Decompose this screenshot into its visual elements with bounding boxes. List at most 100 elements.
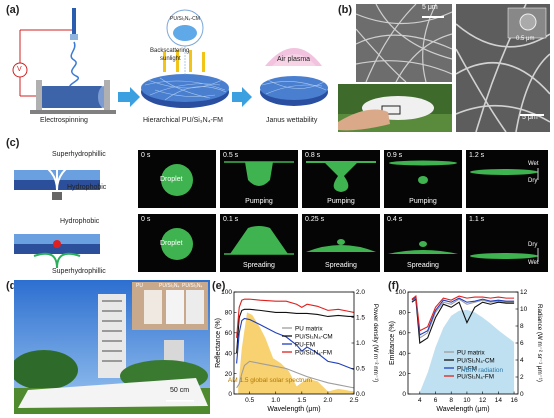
y-tick-label: 0: [228, 391, 232, 398]
frame-row2-2: 0.25 s Spreading: [302, 214, 380, 272]
electrospinning-caption: Electrospinning: [40, 117, 88, 124]
frame-row1-1: 0.5 s Pumping: [220, 150, 298, 208]
x-tick-label: 1.0: [271, 397, 280, 404]
x-tick-label: 4: [418, 397, 422, 404]
photo-scale-label: 50 cm: [170, 387, 190, 394]
y-axis-label: Emittance (%): [389, 321, 396, 365]
y-tick-label: 60: [225, 330, 233, 337]
janus-caption: Janus wettability: [266, 117, 318, 124]
x-tick-label: 12: [479, 397, 487, 404]
x-tick-label: 8: [449, 397, 453, 404]
legend-entry: PU/Si₃N₄-FM: [457, 373, 494, 380]
dry-label-row2: Dry: [528, 242, 538, 248]
panel-e-label: (e): [212, 280, 226, 292]
legend-entry: PU/Si₃N₄-CM: [295, 333, 333, 340]
series-line-2: [236, 317, 355, 371]
series-line-2: [411, 296, 515, 336]
inset-fm-label: PU/Si₃N₄: [159, 283, 180, 289]
sem-right-scale-top: 0.5 μm: [516, 36, 535, 42]
y-right-tick-label: 2.0: [356, 289, 365, 296]
chart-f: 4 6 8 10 12 14 16020406080100024681012Waveleng…: [389, 289, 543, 413]
series-line-3: [236, 298, 355, 338]
panel-f-label: (f): [388, 280, 399, 292]
cm-label: PU/Si₃N₄-CM: [170, 16, 200, 22]
area-chart-e: [238, 312, 354, 394]
y-right-tick-label: 4: [520, 357, 524, 364]
x-tick-label: 2.5: [349, 397, 358, 404]
y-tick-label: 80: [225, 310, 233, 317]
legend-entry: PU matrix: [295, 325, 323, 332]
y-tick-label: 100: [221, 289, 232, 296]
superhydrophilic-bottom-label: Superhydrophillic: [52, 268, 106, 275]
air-plasma-label: Air plasma: [277, 56, 311, 63]
y-right-tick-label: 10: [520, 306, 528, 313]
x-tick-label: 10: [463, 397, 471, 404]
y-right-tick-label: 8: [520, 323, 524, 330]
x-axis-label: Wavelength (μm): [267, 406, 320, 413]
y-right-tick-label: 2: [520, 374, 524, 381]
panel-a-schematic: [12, 8, 328, 114]
panel-a-label: (a): [6, 4, 20, 16]
x-tick-label: 2.0: [323, 397, 332, 404]
sem-image-left: [356, 4, 452, 82]
frame-row2-4: 1.1 s Dry Wet: [466, 214, 548, 272]
sem-right-scale-bottom: 5 μm: [522, 114, 538, 121]
frame-row2-0: 0 s Droplet: [138, 214, 216, 272]
frame-row1-4: 1.2 s Wet Dry: [466, 150, 548, 208]
janus-schematic-bottom: [14, 234, 100, 268]
legend-entry: PU-FM: [295, 341, 315, 348]
y-right-axis-label: Power density (W m⁻² nm⁻¹): [372, 304, 379, 382]
hierarchical-caption: Hierarchical PU/Si₃N₄-FM: [143, 117, 223, 124]
y-right-tick-label: 0.5: [356, 366, 365, 373]
dry-label-row1: Dry: [528, 178, 538, 184]
y-tick-label: 40: [225, 350, 233, 357]
y-right-tick-label: 6: [520, 340, 524, 347]
legend-entry: PU/Si₃N₄-CM: [457, 357, 495, 364]
y-right-tick-label: 0: [520, 391, 524, 398]
frame-row1-2: 0.8 s Pumping: [302, 150, 380, 208]
x-tick-label: 0.5: [245, 397, 254, 404]
panel-b-label: (b): [338, 4, 353, 16]
chart-annotation: HBIR radiation: [461, 367, 504, 374]
legend-entry: PU-FM: [457, 365, 477, 372]
outdoor-photo: [14, 280, 210, 414]
x-tick-label: 6: [434, 397, 438, 404]
y-axis-label: Reflectance (%): [215, 318, 222, 368]
y-tick-label: 40: [399, 350, 407, 357]
inset-pu-label: PU: [136, 283, 143, 289]
series-line-1: [236, 308, 354, 354]
sem-image-right: [456, 4, 550, 132]
series-line-0: [411, 297, 515, 339]
area-chart-f: [419, 309, 515, 394]
janus-schematic-top: [14, 160, 100, 200]
y-tick-label: 20: [225, 371, 233, 378]
backscatter-label-2: sunlight: [160, 56, 181, 62]
y-tick-label: 60: [399, 330, 407, 337]
chart-annotation: AM 1.5 global solar spectrum: [228, 377, 312, 384]
panel-c-label: (c): [6, 137, 20, 149]
x-tick-label: 16: [510, 397, 518, 404]
series-line-3: [411, 295, 515, 332]
y-right-tick-label: 12: [520, 289, 528, 296]
wet-label-row1: Wet: [528, 161, 539, 167]
y-right-axis-label: Radiance (W m⁻² sr⁻¹ μm⁻¹): [536, 304, 543, 382]
chart-e: 0.5 1.0 1.5 2.0 2.5 0 20 40 60 80 100 0.0 0.5 1.0 1.5 2…: [215, 289, 379, 413]
y-right-tick-label: 0.0: [356, 391, 365, 398]
y-tick-label: 80: [399, 310, 407, 317]
y-tick-label: 100: [395, 289, 406, 296]
x-axis-label: Wavelength (μm): [436, 406, 489, 413]
x-tick-label: 14: [495, 397, 503, 404]
legend-entry: PU/Si₃N₄-FM: [295, 349, 332, 356]
frame-row2-1: 0.1 s Spreading: [220, 214, 298, 272]
y-tick-label: 20: [399, 371, 407, 378]
frame-row1-3: 0.9 s Pumping: [384, 150, 462, 208]
series-line-1: [411, 298, 515, 344]
y-right-tick-label: 1.5: [356, 315, 365, 322]
inset-cm-label: PU/Si₃N₄: [182, 283, 203, 289]
sem-left-scale: 5 μm: [422, 4, 438, 11]
series-line-0: [236, 360, 355, 389]
y-right-tick-label: 1.0: [356, 340, 365, 347]
superhydrophilic-top-label: Superhydrophillic: [52, 151, 106, 158]
hydrophobic-bottom-label: Hydrophobic: [60, 218, 100, 225]
y-tick-label: 0: [402, 391, 406, 398]
